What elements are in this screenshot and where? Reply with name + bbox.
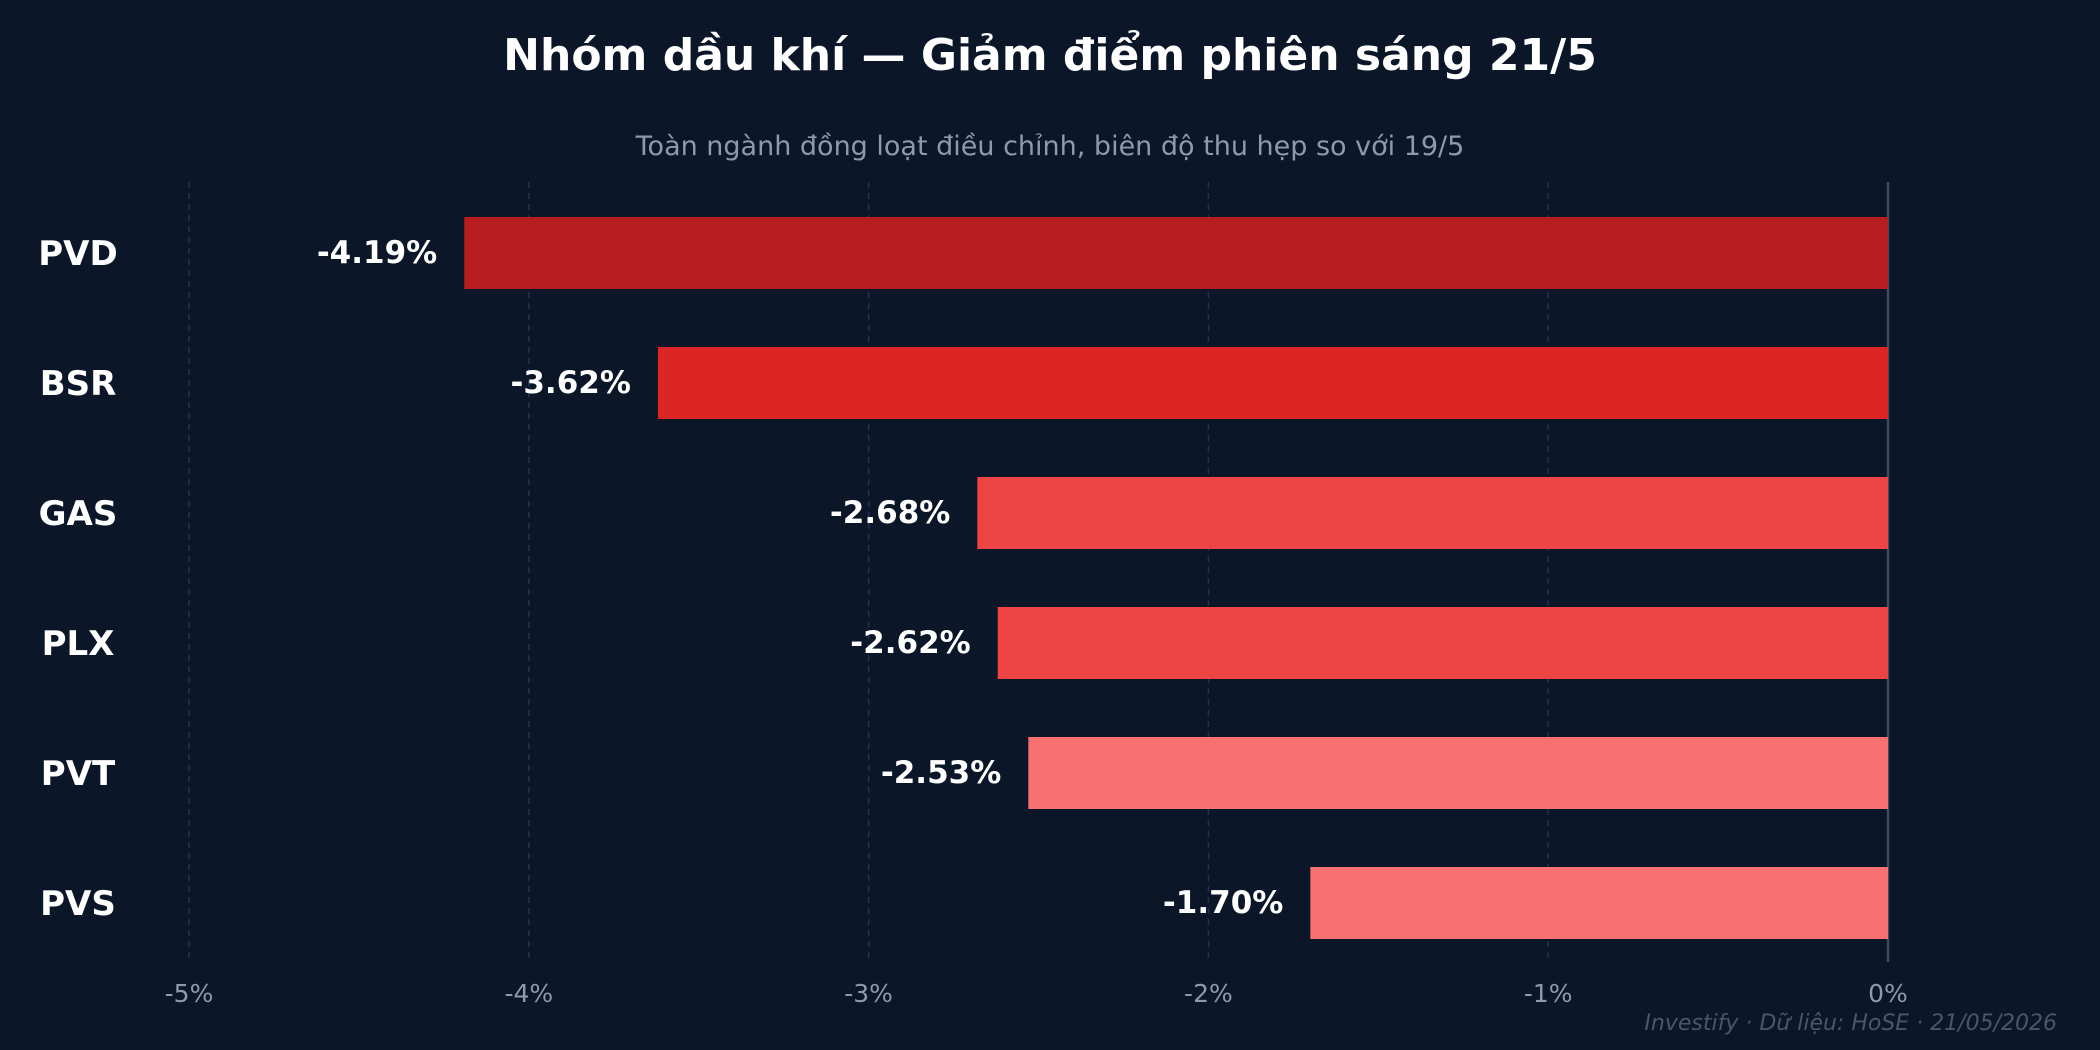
x-tick-label: -4%: [504, 979, 553, 1008]
value-label: -4.19%: [317, 235, 437, 271]
bars-layer: [464, 217, 1888, 939]
x-axis-ticks: -5% -4% -3% -2% -1% 0%: [165, 979, 1908, 1008]
category-label: PVT: [41, 754, 116, 794]
chart-title: Nhóm dầu khí — Giảm điểm phiên sáng 21/5: [503, 29, 1597, 81]
grid-layer: [188, 182, 1890, 962]
chart-subtitle: Toàn ngành đồng loạt điều chỉnh, biên độ…: [635, 131, 1465, 162]
value-label: -2.62%: [850, 625, 970, 661]
value-label: -2.68%: [830, 495, 950, 531]
value-label: -2.53%: [881, 755, 1001, 791]
bar-plx: [997, 607, 1888, 679]
category-label: PLX: [42, 624, 115, 664]
source-footer: Investify · Dữ liệu: HoSE · 21/05/2026: [1644, 1011, 2057, 1036]
labels-layer: PVD -4.19% BSR -3.62% GAS -2.68% PLX -2.62% PVT -…: [38, 234, 1283, 924]
x-tick-label: -2%: [1184, 979, 1233, 1008]
x-tick-label: -5%: [165, 979, 214, 1008]
bar-bsr: [657, 347, 1888, 419]
x-tick-label: -3%: [844, 979, 893, 1008]
x-tick-label: 0%: [1868, 979, 1908, 1008]
value-label: -3.62%: [511, 365, 631, 401]
bar-pvs: [1310, 867, 1888, 939]
category-label: GAS: [39, 494, 118, 534]
bar-gas: [977, 477, 1888, 549]
bar-pvd: [464, 217, 1888, 289]
category-label: PVS: [40, 884, 116, 924]
bar-pvt: [1028, 737, 1888, 809]
category-label: BSR: [40, 364, 117, 404]
value-label: -1.70%: [1163, 885, 1283, 921]
category-label: PVD: [38, 234, 117, 274]
x-tick-label: -1%: [1524, 979, 1573, 1008]
